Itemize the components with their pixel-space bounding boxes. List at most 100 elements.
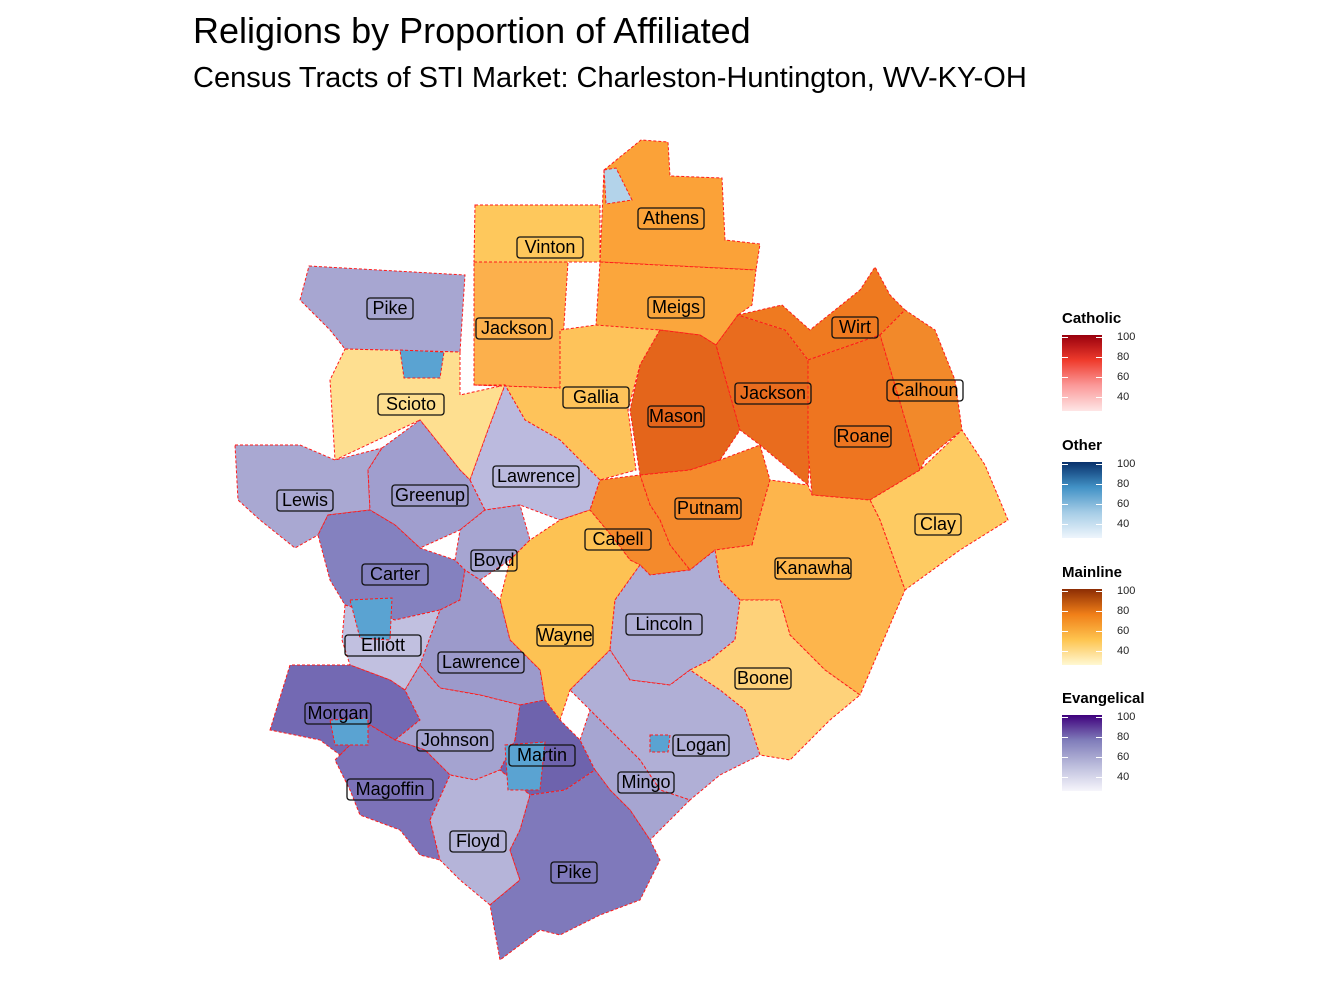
legend-tick-label: 60 [1117,498,1130,510]
svg-text:Gallia: Gallia [573,387,620,407]
svg-text:Kanawha: Kanawha [775,558,851,578]
legend-tick-label: 80 [1117,351,1130,363]
other-tract-region [603,167,633,205]
county-label-boone: Boone [734,667,792,690]
county-label-lawrence: Lawrence [437,651,525,674]
county-label-greenup: Greenup [391,484,469,507]
legend-evangelical: Evangelical 100 80 60 40 [1062,690,1182,791]
svg-text:Roane: Roane [836,426,889,446]
legend-tick-label: 100 [1117,711,1136,723]
county-label-roane: Roane [834,425,892,448]
county-label-meigs: Meigs [647,296,705,319]
county-label-johnson: Johnson [416,729,494,752]
legend-tick-label: 40 [1117,645,1130,657]
legend-color-bar [1062,462,1102,538]
legend-color-bar [1062,715,1102,791]
svg-text:Meigs: Meigs [652,297,700,317]
county-label-magoffin: Magoffin [346,778,434,801]
county-calhoun-region [879,309,963,472]
county-label-boyd: Boyd [470,549,518,572]
svg-text:Greenup: Greenup [395,485,465,505]
svg-text:Scioto: Scioto [386,394,436,414]
county-logan-region [569,649,761,801]
county-label-wayne: Wayne [536,624,594,647]
legend-color-bar [1062,589,1102,665]
county-label-clay: Clay [914,513,962,536]
svg-text:Lawrence: Lawrence [497,466,575,486]
legend-tick-label: 80 [1117,605,1130,617]
legend-tick-label: 80 [1117,478,1130,490]
svg-text:Logan: Logan [676,735,726,755]
legend-tick-label: 40 [1117,518,1130,530]
svg-text:Wayne: Wayne [537,625,592,645]
county-label-mason: Mason [647,405,705,428]
svg-text:Carter: Carter [370,564,420,584]
county-label-scioto: Scioto [377,393,445,416]
legend-tick-label: 40 [1117,771,1130,783]
legend-tick-label: 100 [1117,458,1136,470]
county-label-kanawha: Kanawha [774,557,852,580]
legend-tick-label: 80 [1117,731,1130,743]
county-label-pike: Pike [550,861,598,884]
legend-catholic: Catholic 100 80 60 40 [1062,310,1182,411]
legend-tick-label: 40 [1117,391,1130,403]
county-label-vinton: Vinton [516,236,584,259]
legend-title: Other [1062,437,1103,454]
county-label-cabell: Cabell [584,528,652,551]
svg-text:Lewis: Lewis [282,490,328,510]
svg-text:Johnson: Johnson [421,730,489,750]
legend-title: Catholic [1062,310,1122,327]
svg-text:Cabell: Cabell [592,529,643,549]
county-floyd-region [429,769,531,906]
legend-color-bar [1062,335,1102,411]
chart-subtitle: Census Tracts of STI Market: Charleston-… [193,62,1027,94]
other-tract-region [329,717,369,746]
county-athens-region [599,139,761,271]
county-label-elliott: Elliott [344,634,422,657]
county-label-lincoln: Lincoln [625,613,703,636]
svg-text:Jackson: Jackson [740,383,806,403]
other-tract-region [349,597,393,641]
legend-tick-label: 60 [1117,371,1130,383]
svg-text:Mingo: Mingo [621,772,670,792]
svg-text:Jackson: Jackson [481,318,547,338]
county-label-logan: Logan [672,734,730,757]
county-wayne-region [499,509,641,722]
county-label-lawrence: Lawrence [492,465,580,488]
svg-text:Floyd: Floyd [456,831,500,851]
county-label-jackson: Jackson [475,317,553,340]
legend-tick-label: 60 [1117,625,1130,637]
county-lincoln-region [609,549,741,686]
other-tract-region [399,349,445,379]
legend-other: Other 100 80 60 40 [1062,437,1182,538]
svg-text:Mason: Mason [649,406,703,426]
county-label-putnam: Putnam [674,497,742,520]
svg-text:Lawrence: Lawrence [442,652,520,672]
svg-text:Wirt: Wirt [839,317,871,337]
county-kanawha-region [714,479,906,696]
svg-text:Elliott: Elliott [361,635,405,655]
svg-text:Putnam: Putnam [677,498,739,518]
svg-text:Vinton: Vinton [525,237,576,257]
county-label-pike: Pike [366,297,414,320]
county-label-calhoun: Calhoun [886,379,964,402]
county-lewis-region [234,444,384,549]
legend-mainline: Mainline 100 80 60 40 [1062,564,1182,665]
county-label-athens: Athens [637,207,705,230]
svg-text:Pike: Pike [556,862,591,882]
svg-text:Athens: Athens [643,208,699,228]
county-label-martin: Martin [508,744,576,767]
county-label-lewis: Lewis [276,489,334,512]
county-pike-region [489,769,661,961]
legend-tick-label: 100 [1117,331,1136,343]
other-tract-region [649,734,671,753]
svg-text:Magoffin: Magoffin [356,779,425,799]
svg-text:Boyd: Boyd [473,550,514,570]
county-label-carter: Carter [361,563,429,586]
county-label-mingo: Mingo [617,771,675,794]
county-label-floyd: Floyd [449,830,507,853]
chart-title: Religions by Proportion of Affiliated [193,10,751,51]
county-label-morgan: Morgan [304,702,372,725]
county-magoffin-region [334,724,451,861]
